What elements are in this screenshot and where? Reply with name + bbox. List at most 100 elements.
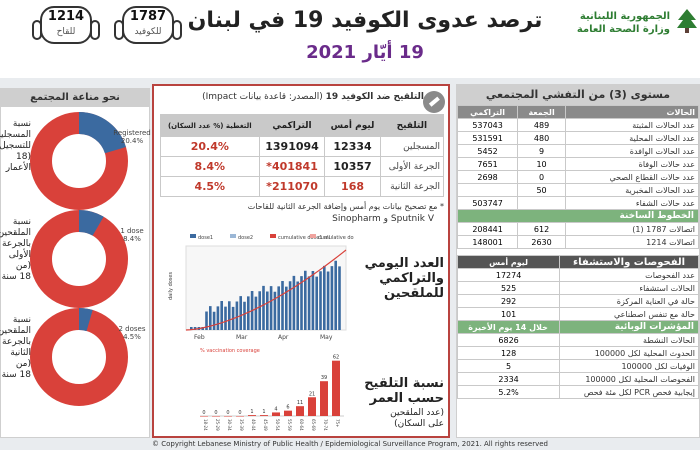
month-tick-label: May (320, 334, 333, 341)
daily-bar (228, 301, 231, 330)
syringe-icon (423, 91, 445, 113)
age-bar (284, 410, 292, 416)
phone-handle-icon (114, 20, 124, 40)
table-row: عدد الحالات المحلية 480 531591 (456, 131, 700, 145)
age-bar (332, 360, 340, 416)
table-row: عدد الحالات الوافدة 9 5452 (456, 144, 700, 158)
age-tick-label: 55-59 (287, 419, 292, 431)
table-row: عدد حالات القطاع الصحي 0 2698 (456, 170, 700, 184)
daily-bar (262, 285, 265, 330)
tests-section-head: الفحوصات والاستشفاء (559, 255, 699, 269)
vaccination-title: التلقيح ضد الكوفيد 19 (المصدر: قاعدة بيا… (164, 92, 424, 102)
age-bar (236, 416, 244, 417)
donut-dose2-caption: نسبة الملقحين بالجرعة الثانية (من 18 سنة (0, 315, 31, 380)
daily-bar (315, 276, 318, 330)
age-coverage-subcaption: (عدد الملقحين على السكان) (390, 408, 444, 429)
col-coverage: التغطية (% عدد السكان) (160, 114, 260, 137)
daily-bar (269, 286, 273, 330)
table-row: عدد حالات الوفاة 10 7651 (456, 157, 700, 171)
table-row: الوفيات لكل 100000 5 (456, 359, 699, 373)
cedar-logo-icon (677, 9, 697, 33)
herd-immunity-title: نحو مناعة المجتمع (1, 89, 149, 107)
col-vaccination: التلقيح (379, 114, 445, 137)
indicators-section-head: المؤشرات الوبائية خلال 14 يوم الأخيرة (456, 320, 699, 334)
daily-bar (296, 281, 299, 330)
phone-handle-icon (32, 20, 42, 40)
month-tick-label: Mar (236, 334, 248, 341)
table-row: عدد الحالات المخبرية 50 (456, 183, 700, 197)
daily-bar (273, 291, 277, 330)
table-row: الجرعة الثانية 168 211070* 4.5% (160, 176, 445, 197)
cumulative-line (185, 249, 347, 331)
legend-swatch (270, 234, 276, 238)
age-bar-value-label: 1 (250, 409, 253, 415)
daily-bar (285, 286, 288, 330)
age-tick-label: 50-54 (275, 419, 280, 431)
daily-bar (319, 271, 322, 330)
phone-handle-icon (172, 20, 182, 40)
table-row: الحالات النشطة 6826 (456, 333, 699, 347)
hotline-covid-number: 1787 (129, 9, 167, 24)
age-bar (224, 416, 232, 417)
daily-bar (304, 270, 307, 330)
cases-table: الحالات الجمعة التراكمي عدد الحالات المث… (456, 105, 700, 249)
age-bar (200, 416, 208, 417)
daily-bar (201, 327, 204, 330)
hotline-vaccine-number: 1214 (47, 9, 85, 24)
vaccination-table-header: التلقيح ليوم أمس التراكمي التغطية (% عدد… (160, 114, 445, 137)
ministry-name: الجمهورية اللبنانية وزارة الصحة العامة (570, 10, 670, 36)
age-tick-label: 30-34 (227, 419, 232, 431)
legend-swatch (310, 234, 316, 238)
table-row: عدد حالات الشفاء 503747 (456, 196, 700, 210)
report-date: 19 أيّار 2021 (306, 42, 424, 63)
vaccination-source: (المصدر: قاعدة بيانات Impact) (202, 92, 323, 102)
table-row: حالة في العناية المركزة 292 (456, 294, 699, 308)
copyright-footer: © Copyright Lebanese Ministry of Public … (151, 440, 548, 448)
daily-bar (292, 275, 296, 330)
table-row: الحالات استشفاء 525 (456, 281, 699, 295)
age-bar (308, 397, 316, 416)
table-row: حالة مع تنفس اصطناعي 101 (456, 307, 699, 321)
table-row: الجرعة الأولى 10357 401841* 8.4% (160, 156, 445, 177)
tests-table: الفحوصات والاستشفاء ليوم أمس عدد الفحوصا… (456, 255, 699, 399)
age-bar (260, 415, 268, 416)
table-row: اتصالات 1214 2630 148001 (456, 235, 700, 249)
age-coverage-chart: % vaccination coverage 0 18-24 0 25-29 0 30-34… (200, 348, 344, 431)
age-tick-label: 40-44 (251, 419, 256, 431)
daily-bar (193, 327, 197, 330)
age-bar-value-label: 0 (214, 410, 217, 416)
hotline-covid-label: للكوفيد (134, 27, 162, 37)
daily-bar (288, 281, 292, 330)
age-bar-value-label: 0 (202, 410, 205, 416)
hotline-section-head: الخطوط الساخنة (457, 209, 699, 223)
col-today: ليوم أمس (324, 114, 381, 137)
age-tick-label: 18-24 (203, 419, 208, 431)
daily-bar (247, 296, 250, 330)
outbreak-level-title: مستوى (3) من التفشي المجتمعي (457, 85, 699, 105)
age-bar-value-label: 11 (297, 400, 303, 406)
legend-label: cumulative dose2 all (318, 235, 354, 241)
table-row: الحدوث المحلية لكل 100000 128 (456, 346, 699, 360)
month-tick-label: Feb (194, 334, 205, 341)
donut-slice (78, 308, 93, 332)
age-tick-label: 25-29 (215, 419, 220, 431)
age-bar-value-label: 6 (286, 405, 289, 411)
daily-bar (216, 306, 220, 330)
age-tick-label: 65-69 (311, 419, 316, 431)
age-bar (248, 415, 256, 416)
age-bar-value-label: 39 (321, 375, 327, 381)
daily-bar (220, 301, 223, 330)
herd-immunity-panel: نحو مناعة المجتمع Registered 20.4% 1 dose… (0, 88, 151, 438)
daily-bar (311, 271, 315, 330)
col-cumulative: التراكمي (258, 114, 326, 137)
daily-bar (243, 301, 246, 330)
daily-cumulative-caption: العدد اليومي والتراكمي للملقحين (364, 256, 444, 301)
vaccine-brands-note: Sinopharm و Sputnik V (332, 214, 434, 224)
daily-bar (330, 266, 334, 330)
daily-bar (205, 311, 208, 330)
table-row: المسجلين 12334 1391094 20.4% (160, 136, 445, 157)
table-row: عدد الفحوصات 17274 (456, 268, 699, 282)
coverage-donuts (30, 112, 128, 406)
donut-registered-label: Registered 20.4% (113, 129, 151, 145)
